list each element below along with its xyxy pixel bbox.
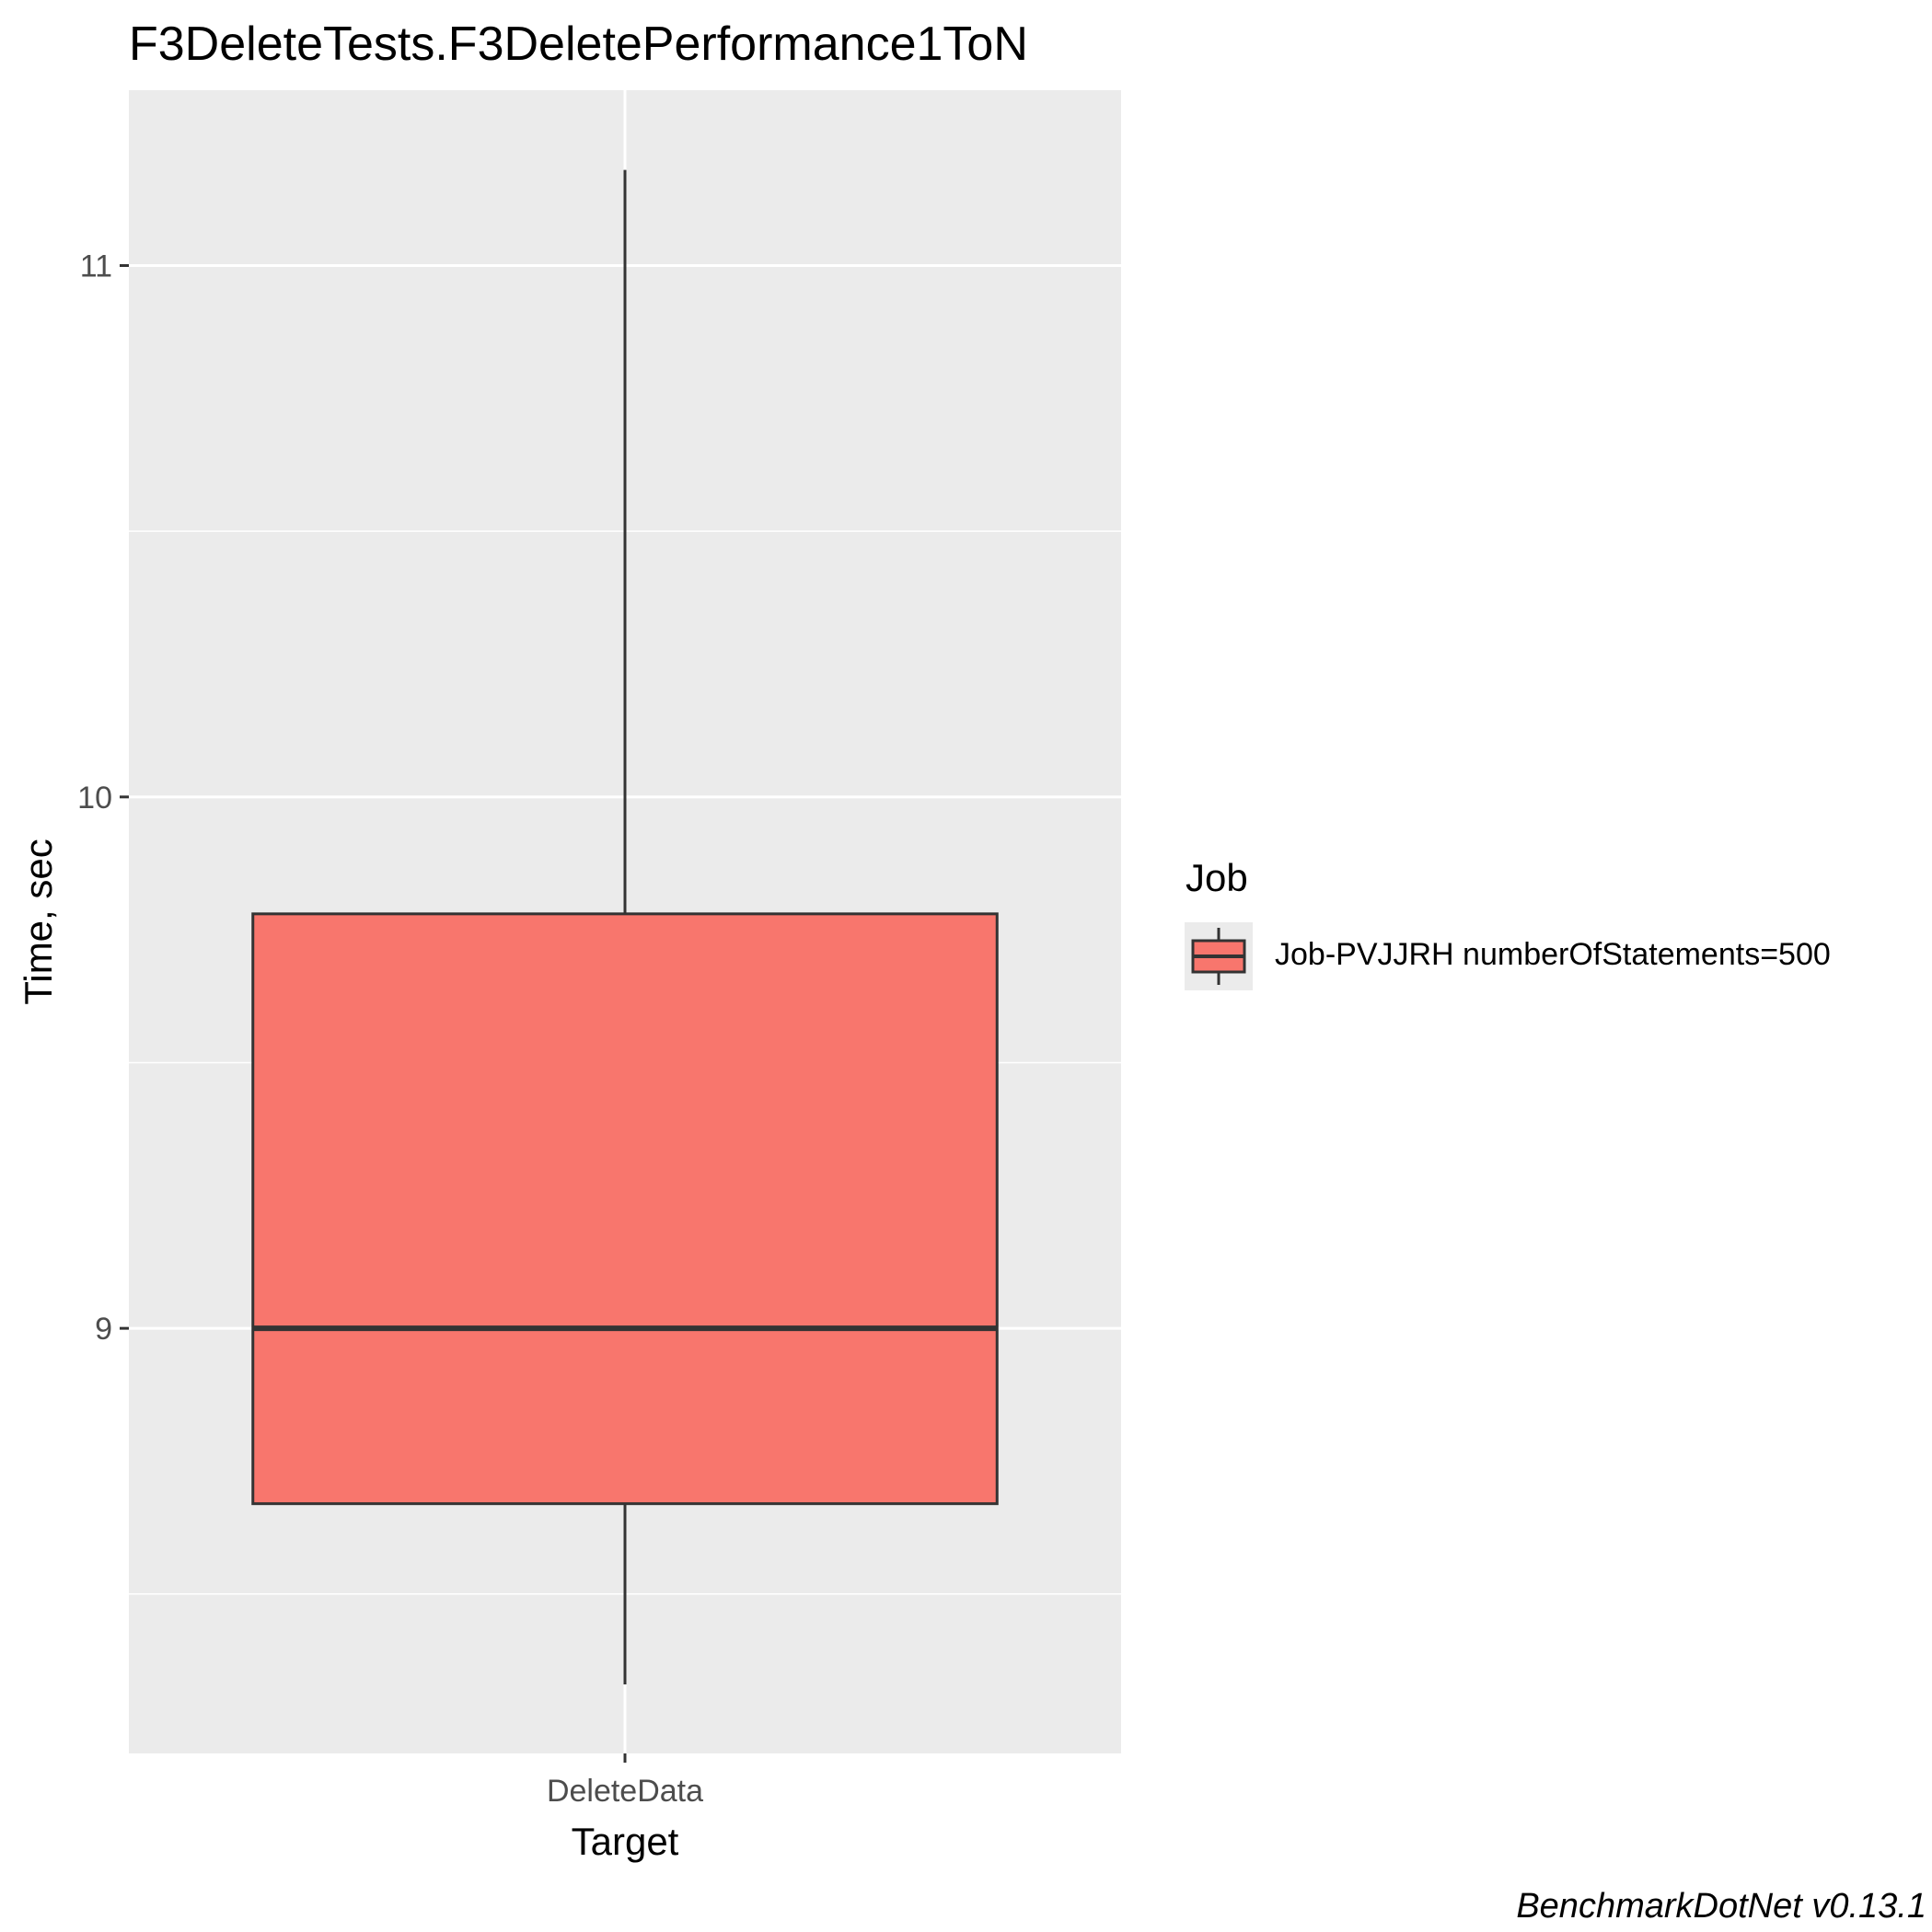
legend-key xyxy=(1185,922,1253,990)
x-tick-label: DeleteData xyxy=(547,1774,703,1809)
chart-title: F3DeleteTests.F3DeletePerformance1ToN xyxy=(129,17,1028,71)
legend-entry-label: Job-PVJJRH numberOfStatements=500 xyxy=(1275,937,1831,972)
benchmark-credit: BenchmarkDotNet v0.13.1 xyxy=(1516,1887,1926,1926)
box xyxy=(251,912,999,1506)
x-axis-title: Target xyxy=(572,1820,679,1863)
y-axis-title: Time, sec xyxy=(17,839,60,1004)
y-tick-label: 10 xyxy=(77,781,112,816)
y-tick-label: 9 xyxy=(95,1312,112,1347)
y-tick-label: 11 xyxy=(80,249,112,284)
legend-title: Job xyxy=(1186,856,1248,899)
